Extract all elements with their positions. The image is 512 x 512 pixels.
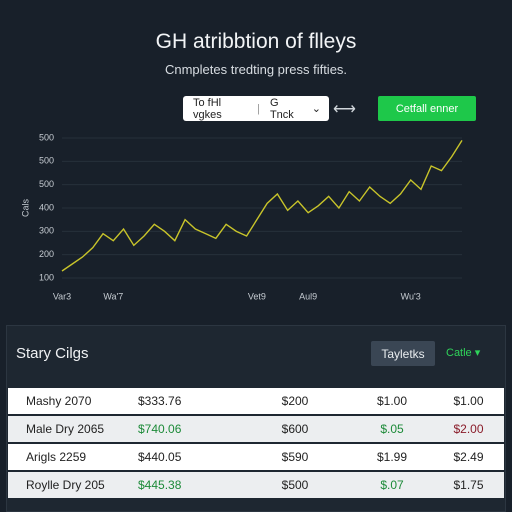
table-cell: Arigls 2259 (8, 444, 137, 470)
table-dropdown[interactable]: Catle ▾ (446, 347, 481, 359)
table-cell: $500 (239, 472, 351, 498)
select-right: G Tnck (269, 96, 294, 121)
table-row: Male Dry 2065 $740.06 $600 $.05 $2.00 (8, 416, 504, 442)
table: Mashy 2070 $333.76 $200 $1.00 $1.00 Male Dry … (8, 386, 504, 500)
table-cell: $1.00 (433, 388, 504, 414)
x-tick-label: Aul9 (299, 291, 317, 301)
chevron: ⌄ (311, 103, 321, 115)
table-cell: $600 (239, 416, 351, 442)
x-tick-label: Vet9 (248, 291, 266, 301)
table-cell: Male Dry 2065 (8, 416, 137, 442)
action-button[interactable]: Cetfall enner (378, 96, 476, 121)
table-cell: Mashy 2070 (8, 388, 137, 414)
table-cell: $590 (239, 444, 351, 470)
y-tick-label: 400 (39, 202, 54, 212)
table-cell: $333.76 (137, 388, 239, 414)
y-tick-label: 300 (39, 226, 54, 236)
table-button[interactable]: Tayletks (371, 341, 435, 366)
y-tick-label: 500 (39, 156, 54, 166)
table-cell: $.07 (351, 472, 433, 498)
divider: | (257, 102, 260, 115)
table-cell: $1.99 (351, 444, 433, 470)
table-cell: $1.75 (433, 472, 504, 498)
data-line (61, 139, 463, 272)
table-row: Mashy 2070 $333.76 $200 $1.00 $1.00 (8, 388, 504, 414)
page-subtitle: Cnmpletes tredting press fifties. (164, 62, 348, 77)
select-left: To fHl vgkes (193, 96, 222, 121)
table-cell: Roylle Dry 205 (8, 472, 137, 498)
y-tick-label: 100 (39, 272, 54, 282)
table-cell: $740.06 (137, 416, 239, 442)
table-cell: $200 (239, 388, 351, 414)
y-tick-label: 500 (39, 179, 54, 189)
table-cell: $.05 (351, 416, 433, 442)
y-axis-label: Cals (20, 199, 30, 218)
select[interactable]: To fHl vgkes | G Tnck ⌄ (183, 96, 329, 121)
table-row: Arigls 2259 $440.05 $590 $1.99 $2.49 (8, 444, 504, 470)
table-cell: $440.05 (137, 444, 239, 470)
table-cell: $2.49 (433, 444, 504, 470)
table-title: Stary Cilgs (16, 345, 89, 362)
x-tick-label: Wu'3 (401, 291, 421, 301)
x-tick-label: Var3 (53, 291, 71, 301)
table-cell: $1.00 (351, 388, 433, 414)
chart: Cals100200300400500500500Var3Wa'72013201… (20, 132, 463, 301)
y-tick-label: 500 (39, 132, 54, 142)
table-cell: $2.00 (433, 416, 504, 442)
table-cell: $445.38 (137, 472, 239, 498)
y-tick-label: 200 (39, 249, 54, 259)
swap-icon: ⟷ (333, 101, 356, 118)
table-row: Roylle Dry 205 $445.38 $500 $.07 $1.75 (8, 472, 504, 498)
page-title: GH atribbtion of flleys (155, 30, 357, 53)
x-tick-label: Wa'7 (103, 291, 123, 301)
